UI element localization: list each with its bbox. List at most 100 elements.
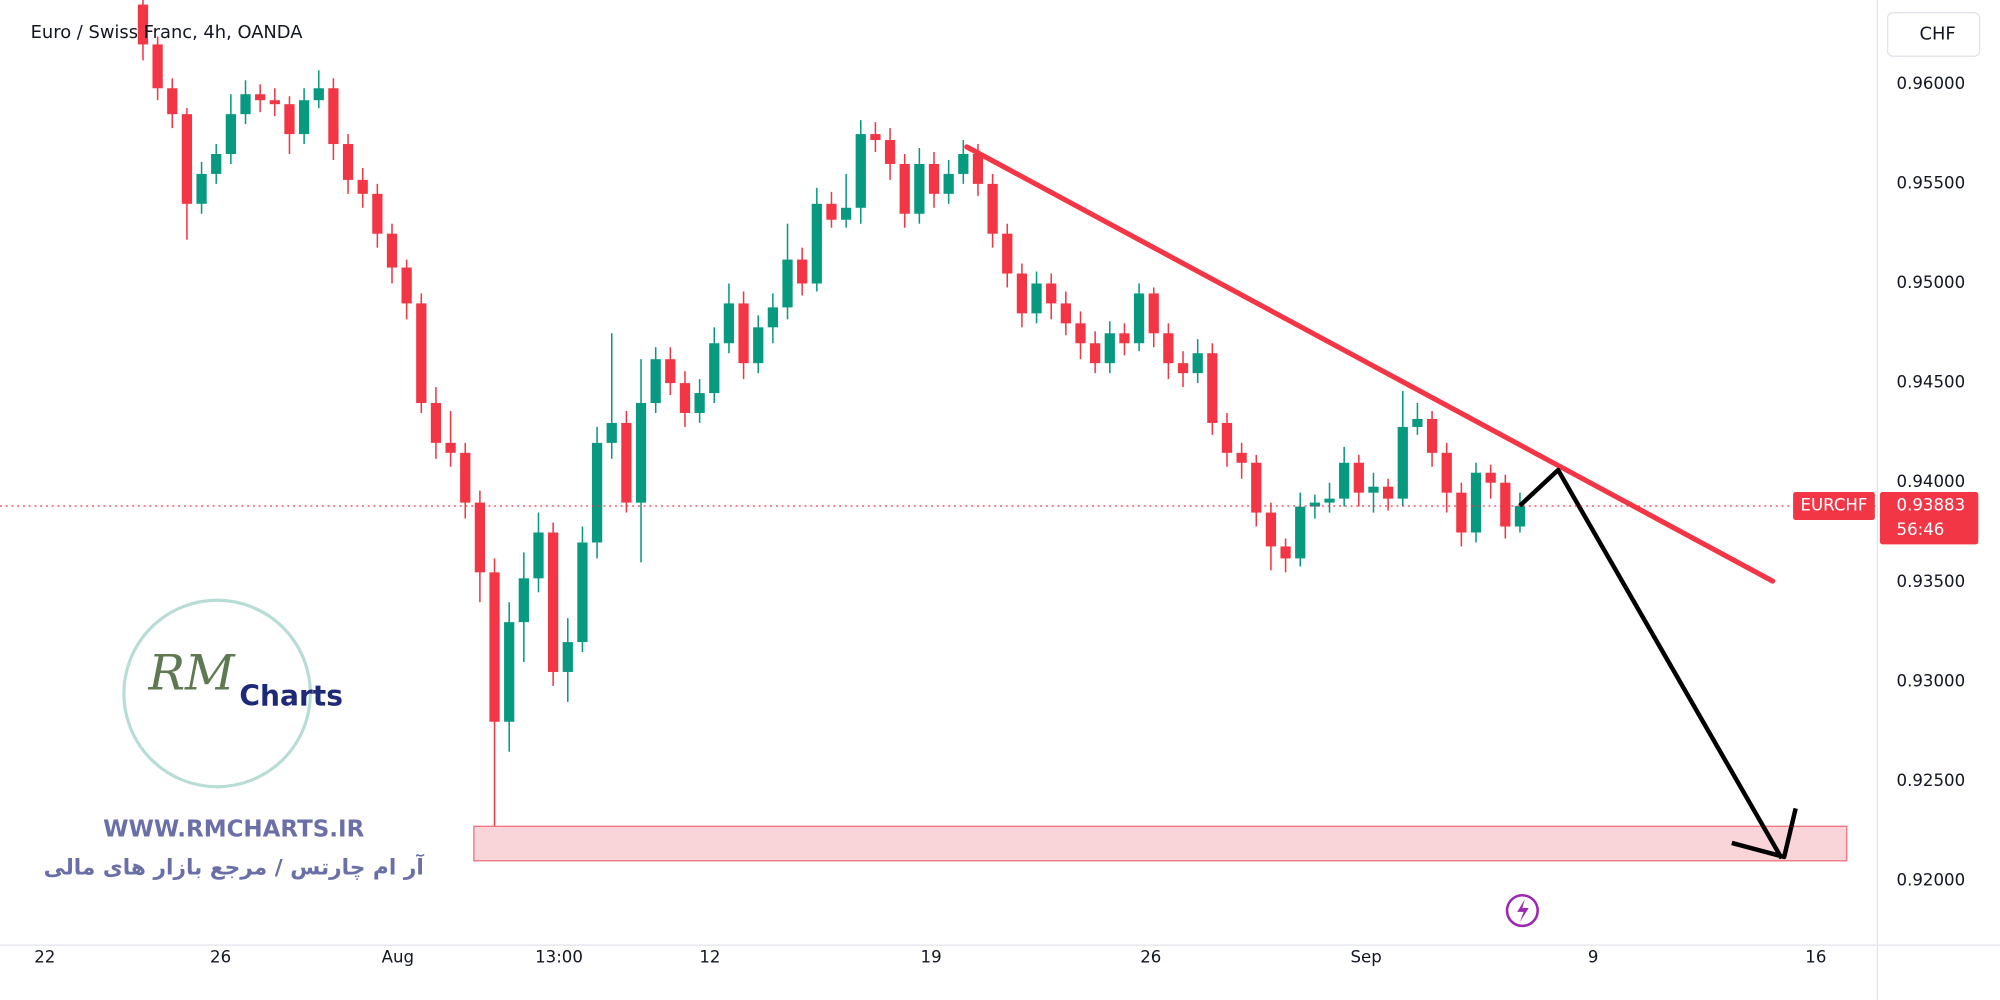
plot-area [137, 0, 1526, 832]
support-zone [473, 825, 1848, 862]
x-tick-label: 22 [34, 947, 55, 966]
candle-body [679, 383, 691, 413]
y-tick-label: 0.93500 [1897, 572, 1966, 591]
y-tick-label: 0.94500 [1897, 373, 1966, 392]
candle-body [137, 4, 149, 45]
candle-body [211, 153, 222, 174]
candle-body [1177, 363, 1189, 374]
candle-body [709, 343, 720, 394]
currency-label[interactable]: CHF [1920, 23, 1956, 44]
symbol-tag [1793, 491, 1875, 521]
watermark-url: WWW.RMCHARTS.IR [103, 817, 364, 843]
candle-body [533, 532, 544, 579]
candle-body [1353, 462, 1364, 493]
x-tick-label: 9 [1588, 947, 1599, 966]
symbol-label: EURCHF [1800, 496, 1867, 515]
watermark-tagline: آر ام چارتس / مرجع بازار های مالی [44, 852, 425, 880]
y-tick-label: 0.95000 [1897, 273, 1966, 292]
candle-body [1280, 546, 1291, 559]
candle-body [1426, 418, 1438, 453]
candle-body [562, 642, 573, 672]
x-tick-label: Sep [1351, 947, 1382, 966]
candle-body [181, 114, 193, 204]
candle-body [943, 173, 954, 194]
event-icon[interactable] [1505, 893, 1539, 928]
candle-body [694, 393, 705, 413]
candle-body [840, 207, 852, 220]
candle-body [1148, 293, 1159, 334]
currency-button[interactable] [1886, 12, 1981, 57]
candle-body [870, 134, 881, 141]
candle-body [1133, 293, 1145, 344]
logo-ring [122, 598, 312, 789]
price-tag [1879, 491, 1979, 545]
candle-body [635, 403, 647, 503]
candle-body [1456, 492, 1467, 533]
y-tick-label: 0.94000 [1897, 472, 1966, 491]
candle-body [1060, 303, 1071, 324]
candle-body [1412, 418, 1423, 427]
candle-body [1441, 452, 1452, 493]
candle-body [958, 153, 969, 174]
candle-body [1265, 512, 1277, 547]
candle-body [1339, 462, 1350, 499]
candle-body [577, 542, 588, 643]
candle-body [1382, 486, 1394, 499]
candle-body [1309, 502, 1321, 507]
candle-body [855, 134, 866, 208]
candle-body [1485, 472, 1496, 483]
candle-body [1192, 353, 1203, 374]
candle-body [489, 572, 500, 722]
candle-body [386, 233, 398, 268]
candle-body [342, 144, 354, 180]
trend-line [964, 144, 1776, 584]
candle-body [1514, 506, 1526, 527]
candle-body [1090, 343, 1101, 364]
candle-body [548, 532, 559, 672]
candle-body [1295, 506, 1306, 559]
x-tick-label: 12 [699, 947, 720, 966]
candle-body [269, 100, 280, 105]
candle-body [328, 88, 339, 145]
candle-body [738, 303, 749, 364]
candle-body [255, 94, 266, 101]
candle-body [167, 88, 178, 115]
candle-body [1016, 273, 1028, 314]
candle-body [313, 88, 324, 101]
candle-body [665, 359, 676, 384]
candle-body [416, 303, 427, 404]
countdown-label: 56:46 [1897, 520, 1945, 539]
candle-body [826, 203, 837, 220]
last-price-label: 0.93883 [1897, 496, 1966, 515]
x-tick-label: Aug [382, 947, 414, 966]
candle-body [928, 163, 940, 194]
candle-body [914, 163, 925, 214]
candle-body [518, 578, 529, 623]
candle-body [899, 163, 910, 214]
candle-body [987, 183, 998, 234]
x-tick-label: 26 [210, 947, 231, 966]
candle-body [240, 94, 251, 115]
x-tick-label: 19 [921, 947, 942, 966]
candle-body [1104, 333, 1115, 364]
candle-body [1207, 353, 1218, 423]
y-tick-label: 0.95500 [1897, 173, 1966, 192]
candle-body [1046, 283, 1057, 304]
candle-body [753, 327, 764, 364]
candle-body [797, 259, 808, 284]
x-tick-label: 13:00 [535, 947, 583, 966]
candle-body [474, 502, 486, 573]
candle-body [1119, 333, 1130, 344]
candle-body [723, 303, 735, 344]
candle-body [1163, 333, 1174, 364]
candle-body [357, 179, 368, 194]
candle-body [430, 403, 442, 443]
x-tick-label: 16 [1805, 947, 1826, 966]
candle-body [1251, 462, 1262, 513]
candle-body [1236, 452, 1247, 463]
y-tick-label: 0.92000 [1897, 871, 1966, 890]
event-bolt [1517, 899, 1529, 923]
candle-body [1221, 422, 1233, 453]
y-tick-label: 0.96000 [1897, 74, 1966, 93]
